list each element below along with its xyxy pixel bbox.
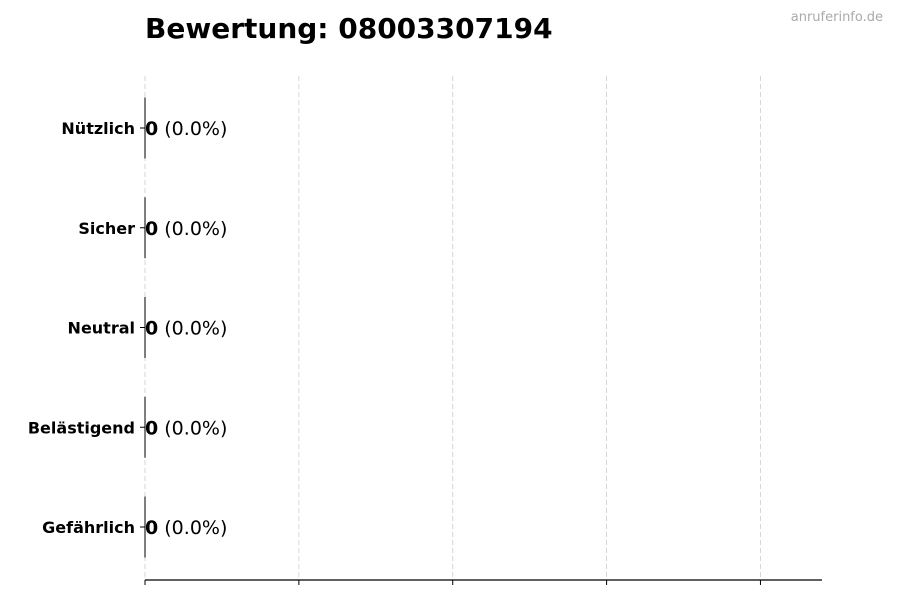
chart-title: Bewertung: 08003307194 — [145, 12, 553, 45]
data-label-percent: (0.0%) — [158, 417, 227, 439]
y-tick-label: Belästigend — [28, 418, 135, 437]
y-tick-label: Nützlich — [61, 119, 135, 138]
data-label-count: 0 — [145, 417, 158, 439]
data-label-count: 0 — [145, 218, 158, 240]
data-label-percent: (0.0%) — [158, 218, 227, 240]
y-tick-label: Gefährlich — [42, 518, 135, 537]
watermark: anruferinfo.de — [790, 10, 883, 25]
data-label-percent: (0.0%) — [158, 118, 227, 140]
data-label-percent: (0.0%) — [158, 318, 227, 340]
data-label: 0 (0.0%) — [145, 218, 227, 240]
y-tick-label: Neutral — [68, 319, 135, 338]
data-label: 0 (0.0%) — [145, 517, 227, 539]
data-label: 0 (0.0%) — [145, 318, 227, 340]
y-tick-label: Sicher — [78, 219, 135, 238]
data-label-count: 0 — [145, 318, 158, 340]
data-label-count: 0 — [145, 118, 158, 140]
data-label: 0 (0.0%) — [145, 417, 227, 439]
data-label-percent: (0.0%) — [158, 517, 227, 539]
data-label: 0 (0.0%) — [145, 118, 227, 140]
data-label-count: 0 — [145, 517, 158, 539]
